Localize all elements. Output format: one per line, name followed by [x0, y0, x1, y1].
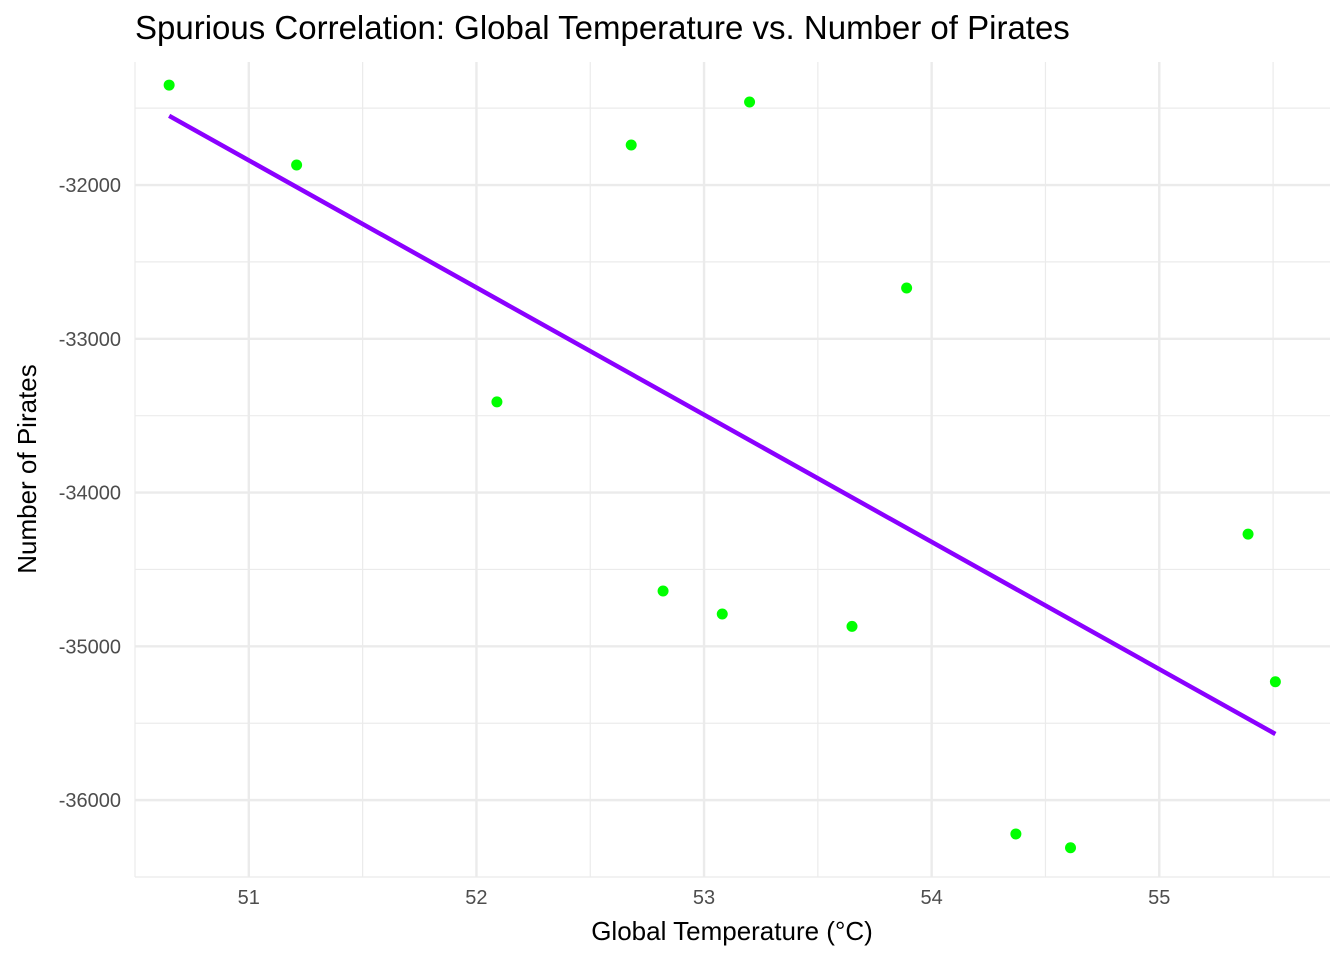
x-tick-label: 55: [1148, 887, 1170, 909]
y-tick-label: -34000: [59, 483, 121, 505]
y-tick-label: -32000: [59, 175, 121, 197]
fit-line-layer: [168, 113, 1277, 736]
y-axis-ticks: -32000 -33000 -34000 -35000 -36000: [59, 175, 121, 812]
x-tick-label: 53: [693, 887, 715, 909]
data-point: [846, 620, 858, 632]
x-axis-title: Global Temperature (°C): [591, 916, 873, 946]
data-point: [163, 79, 175, 91]
data-point: [291, 159, 303, 171]
data-point: [1269, 676, 1281, 688]
y-axis-title: Number of Pirates: [12, 364, 42, 574]
points-layer: [163, 79, 1281, 854]
x-tick-label: 51: [238, 887, 260, 909]
regression-line: [168, 113, 1277, 736]
x-tick-label: 54: [921, 887, 943, 909]
data-point: [625, 139, 637, 151]
data-point: [491, 396, 503, 408]
data-point: [657, 585, 669, 597]
x-tick-label: 52: [465, 887, 487, 909]
chart-title: Spurious Correlation: Global Temperature…: [135, 9, 1070, 46]
data-point: [1010, 828, 1022, 840]
data-point: [901, 282, 913, 294]
data-point: [1065, 842, 1077, 854]
grid: [134, 62, 1330, 878]
data-point: [716, 608, 728, 620]
y-tick-label: -33000: [59, 329, 121, 351]
y-tick-label: -36000: [59, 790, 121, 812]
y-tick-label: -35000: [59, 636, 121, 658]
data-point: [744, 96, 756, 108]
x-axis-ticks: 51 52 53 54 55: [238, 887, 1171, 909]
data-point: [1242, 528, 1254, 540]
